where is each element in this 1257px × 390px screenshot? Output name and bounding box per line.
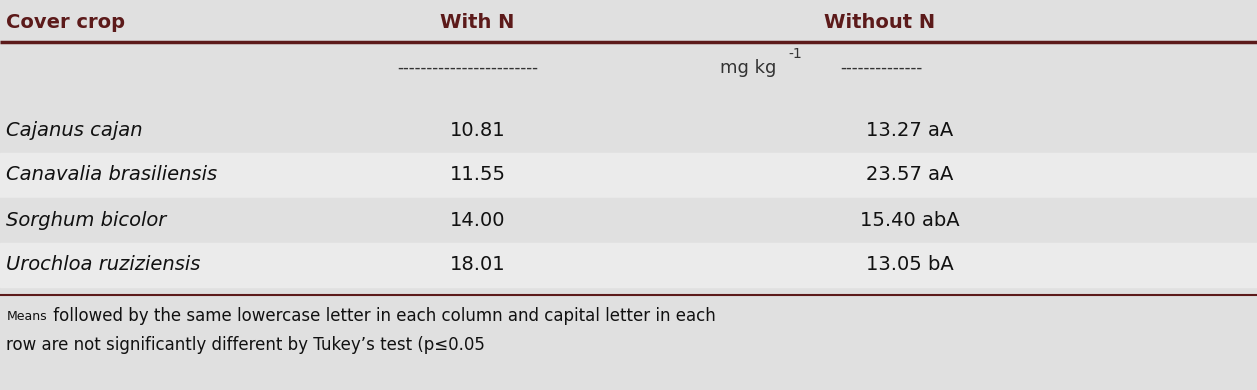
Text: 13.27 aA: 13.27 aA [866, 121, 954, 140]
Text: Cover crop: Cover crop [6, 12, 126, 32]
Bar [0, 243, 1257, 287]
Text: 14.00: 14.00 [450, 211, 505, 229]
Text: Cajanus cajan: Cajanus cajan [6, 121, 143, 140]
Text: Sorghum bicolor: Sorghum bicolor [6, 211, 166, 229]
Text: row are not significantly different by Tukey’s test (p≤0.05: row are not significantly different by T… [6, 336, 485, 354]
Text: 18.01: 18.01 [450, 255, 505, 275]
Text: With N: With N [440, 12, 515, 32]
Text: Without N: Without N [825, 12, 935, 32]
Text: 11.55: 11.55 [450, 165, 505, 184]
Text: --------------: -------------- [840, 59, 923, 77]
Text: 23.57 aA: 23.57 aA [866, 165, 954, 184]
Text: 15.40 abA: 15.40 abA [860, 211, 959, 229]
Text: Means: Means [6, 310, 47, 323]
Text: Canavalia brasiliensis: Canavalia brasiliensis [6, 165, 217, 184]
Text: mg kg: mg kg [720, 59, 777, 77]
Text: ------------------------: ------------------------ [397, 59, 538, 77]
Text: Urochloa ruziziensis: Urochloa ruziziensis [6, 255, 201, 275]
Text: 10.81: 10.81 [450, 121, 505, 140]
Text: 13.05 bA: 13.05 bA [866, 255, 954, 275]
Text: followed by the same lowercase letter in each column and capital letter in each: followed by the same lowercase letter in… [48, 307, 716, 325]
Text: -1: -1 [788, 47, 802, 61]
Bar [0, 198, 1257, 242]
Bar [0, 108, 1257, 152]
Bar [0, 153, 1257, 197]
